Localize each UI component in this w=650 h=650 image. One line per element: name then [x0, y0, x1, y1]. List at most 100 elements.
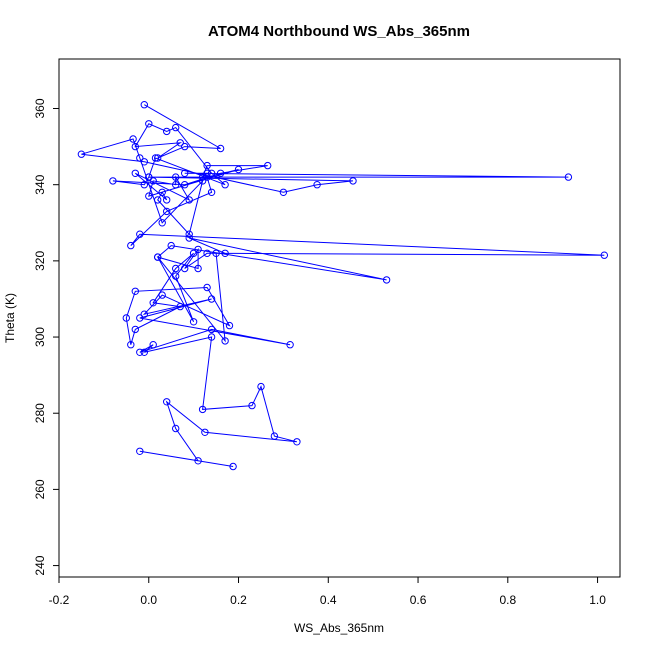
y-tick-label: 260	[33, 479, 47, 499]
chart-title: ATOM4 Northbound WS_Abs_365nm	[208, 23, 470, 40]
data-point	[172, 272, 180, 280]
data-point	[176, 139, 184, 147]
data-point	[109, 177, 117, 185]
data-point	[145, 173, 153, 181]
data-point	[172, 264, 180, 273]
data-point	[145, 192, 153, 200]
data-point	[207, 333, 216, 341]
data-point	[77, 150, 86, 158]
y-tick-label: 340	[33, 174, 47, 194]
data-point	[140, 158, 149, 166]
data-point	[203, 283, 211, 292]
data-point	[176, 302, 184, 311]
y-tick-label: 360	[33, 98, 47, 118]
data-point	[203, 249, 211, 258]
data-point	[131, 169, 140, 178]
x-tick-label: 0.6	[410, 593, 427, 607]
data-point	[127, 241, 135, 250]
data-point	[172, 123, 180, 132]
data-point	[167, 241, 175, 250]
data-point	[185, 230, 193, 238]
data-point	[234, 165, 243, 174]
data-point	[349, 177, 357, 185]
data-point	[172, 173, 180, 181]
x-tick-label: -0.2	[49, 593, 70, 607]
data-point	[194, 264, 202, 273]
data-point	[149, 341, 157, 349]
data-point	[154, 154, 162, 162]
data-point	[203, 161, 211, 170]
data-point	[163, 196, 171, 204]
data-point	[279, 188, 288, 197]
data-point	[313, 181, 321, 189]
x-axis-label: WS_Abs_365nm	[294, 621, 384, 635]
data-point	[136, 314, 144, 322]
data-point	[229, 462, 237, 471]
data-point	[136, 447, 144, 455]
data-point	[140, 310, 149, 318]
data-point	[158, 219, 166, 227]
data-point	[286, 341, 294, 349]
data-point	[264, 161, 272, 170]
data-point	[216, 169, 225, 178]
y-tick-label: 280	[33, 403, 47, 423]
data-point	[129, 135, 137, 143]
data-point	[181, 264, 189, 273]
x-tick-label: 1.0	[589, 593, 606, 607]
x-tick-label: 0.2	[230, 593, 247, 607]
x-axis: -0.2 0.0 0.2 0.4 0.6 0.8 1.0	[49, 576, 606, 607]
data-point	[131, 325, 140, 334]
data-point	[140, 101, 149, 109]
data-point	[131, 287, 140, 295]
data-point	[149, 299, 157, 307]
data-point	[131, 142, 140, 151]
data-point	[136, 154, 144, 162]
x-tick-label: 0.8	[499, 593, 516, 607]
data-point	[181, 181, 189, 189]
data-point	[270, 432, 279, 440]
data-point	[221, 249, 229, 258]
data-point	[185, 196, 193, 204]
data-point	[181, 142, 189, 151]
data-point	[189, 318, 198, 326]
data-point	[154, 253, 162, 261]
y-axis: 240 260 280 300 320 340 360	[33, 98, 60, 576]
data-point	[127, 341, 135, 349]
series-layer	[77, 101, 608, 471]
data-point	[189, 249, 198, 258]
data-point	[225, 321, 234, 330]
data-point	[163, 127, 171, 136]
data-point	[221, 181, 229, 189]
data-point	[140, 181, 149, 189]
data-point	[158, 291, 166, 299]
y-tick-label: 300	[33, 327, 47, 347]
data-point	[172, 424, 180, 433]
data-point	[198, 177, 207, 185]
data-point	[248, 401, 256, 410]
data-point	[207, 325, 216, 334]
data-point	[203, 169, 211, 178]
data-point	[201, 428, 209, 436]
data-point	[151, 154, 160, 162]
data-point	[203, 173, 211, 181]
data-point	[382, 276, 391, 284]
data-point	[154, 196, 162, 204]
data-point	[198, 405, 207, 414]
data-point	[194, 245, 202, 254]
data-point	[194, 457, 202, 465]
data-point	[185, 234, 193, 242]
data-point	[122, 314, 131, 322]
y-tick-label: 320	[33, 251, 47, 271]
data-point	[207, 169, 216, 178]
data-point	[564, 173, 573, 181]
data-point	[198, 173, 207, 181]
x-tick-label: 0.0	[140, 593, 157, 607]
data-point	[216, 144, 225, 153]
series-line	[81, 104, 605, 467]
data-point	[212, 249, 220, 258]
data-point	[207, 188, 216, 197]
data-point	[293, 438, 301, 446]
data-point	[257, 382, 265, 391]
